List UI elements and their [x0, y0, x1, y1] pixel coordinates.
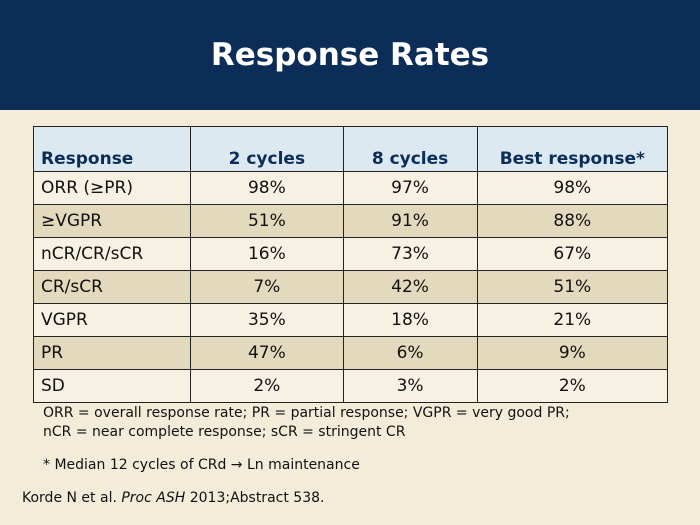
title-bar: Response Rates: [0, 0, 700, 110]
column-header: Response: [32, 126, 192, 172]
value-cell: 18%: [342, 303, 478, 337]
citation-details: 2013;Abstract 538.: [189, 490, 325, 506]
value-cell: 73%: [342, 237, 478, 271]
table-row: nCR/CR/sCR 16% 73% 67%: [32, 237, 669, 271]
abbreviations-line: ORR = overall response rate; PR = partia…: [43, 405, 570, 421]
value-cell: 98%: [190, 171, 344, 205]
table-header-row: Response 2 cycles 8 cycles Best response…: [32, 126, 669, 172]
table-row: VGPR 35% 18% 21%: [32, 303, 669, 337]
value-cell: 91%: [342, 204, 478, 238]
response-cell: PR: [32, 336, 192, 370]
value-cell: 51%: [190, 204, 344, 238]
table-row: ORR (≥PR) 98% 97% 98%: [32, 171, 669, 205]
value-cell: 2%: [476, 369, 669, 403]
column-header: 8 cycles: [342, 126, 478, 172]
abbreviations-line: nCR = near complete response; sCR = stri…: [43, 424, 406, 440]
citation-journal: Proc ASH: [121, 490, 186, 506]
value-cell: 16%: [190, 237, 344, 271]
column-header: 2 cycles: [190, 126, 344, 172]
citation: Korde N et al. Proc ASH 2013;Abstract 53…: [22, 490, 324, 506]
value-cell: 3%: [342, 369, 478, 403]
value-cell: 67%: [476, 237, 669, 271]
value-cell: 47%: [190, 336, 344, 370]
citation-authors: Korde N et al.: [22, 490, 117, 506]
table-row: PR 47% 6% 9%: [32, 336, 669, 370]
value-cell: 88%: [476, 204, 669, 238]
value-cell: 42%: [342, 270, 478, 304]
value-cell: 2%: [190, 369, 344, 403]
table-row: ≥VGPR 51% 91% 88%: [32, 204, 669, 238]
value-cell: 9%: [476, 336, 669, 370]
abbreviations-note: ORR = overall response rate; PR = partia…: [43, 404, 683, 442]
response-cell: nCR/CR/sCR: [32, 237, 192, 271]
response-cell: ≥VGPR: [32, 204, 192, 238]
column-header: Best response*: [476, 126, 669, 172]
value-cell: 6%: [342, 336, 478, 370]
response-cell: SD: [32, 369, 192, 403]
response-cell: ORR (≥PR): [32, 171, 192, 205]
response-cell: VGPR: [32, 303, 192, 337]
footnote: * Median 12 cycles of CRd → Ln maintenan…: [43, 457, 360, 473]
value-cell: 97%: [342, 171, 478, 205]
value-cell: 98%: [476, 171, 669, 205]
table-row: CR/sCR 7% 42% 51%: [32, 270, 669, 304]
table-row: SD 2% 3% 2%: [32, 369, 669, 403]
value-cell: 35%: [190, 303, 344, 337]
value-cell: 7%: [190, 270, 344, 304]
value-cell: 51%: [476, 270, 669, 304]
slide-title: Response Rates: [210, 37, 490, 73]
response-table: Response 2 cycles 8 cycles Best response…: [32, 126, 669, 403]
response-cell: CR/sCR: [32, 270, 192, 304]
value-cell: 21%: [476, 303, 669, 337]
